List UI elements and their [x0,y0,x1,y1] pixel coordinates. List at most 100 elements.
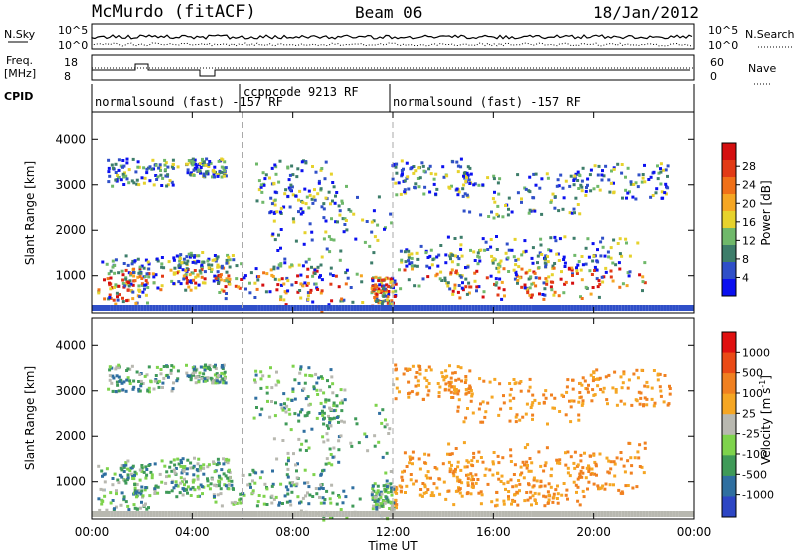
echo-cell [517,265,521,269]
echo-cell [133,259,137,263]
echo-cell [380,421,384,425]
echo-cell [374,275,378,279]
echo-cell [612,238,616,242]
echo-cell [284,303,288,307]
echo-cell [227,487,231,491]
colorbar-tick-label: 20 [742,197,756,210]
echo-cell [390,302,394,306]
echo-cell [193,254,197,257]
echo-cell [492,174,496,178]
echo-cell [222,472,226,476]
echo-cell [154,378,158,381]
echo-cell [372,219,376,223]
echo-cell [386,295,390,299]
echo-cell [131,157,135,161]
echo-cell [260,407,264,411]
echo-cell [661,196,665,200]
echo-cell [223,169,227,172]
ground-scatter-cell [302,305,306,311]
echo-cell [196,477,200,481]
echo-cell [426,256,430,259]
echo-cell [335,502,339,506]
echo-cell [411,364,415,368]
echo-cell [287,178,291,182]
echo-cell [609,275,613,279]
echo-cell [304,439,308,443]
echo-cell [317,487,321,491]
echo-cell [155,257,159,261]
echo-cell [206,465,210,469]
echo-cell [576,485,580,489]
echo-cell [211,258,215,262]
echo-cell [194,286,198,290]
echo-cell [566,378,570,382]
echo-cell [273,203,277,207]
echo-cell [337,439,341,443]
echo-cell [264,290,268,294]
ground-scatter-cell [573,305,577,311]
echo-cell [523,463,526,467]
echo-cell [487,215,491,218]
ground-scatter-cell [284,511,288,517]
echo-cell [188,374,192,378]
echo-cell [408,455,412,459]
echo-cell [136,257,140,261]
ground-scatter-cell [675,305,679,311]
echo-cell [473,279,477,283]
echo-cell [598,188,602,192]
echo-cell [216,493,220,497]
echo-cell [136,275,140,279]
echo-cell [157,385,161,389]
ground-scatter-cell [495,305,499,311]
echo-cell [288,265,292,269]
echo-cell [456,405,460,409]
echo-cell [450,385,454,389]
echo-cell [257,275,261,278]
echo-cell [424,368,428,372]
echo-cell [156,175,160,179]
ground-scatter-cell [218,305,222,311]
ground-scatter-cell [543,305,547,311]
echo-cell [319,388,323,392]
echo-cell [544,495,548,499]
echo-cell [532,172,536,176]
echo-cell [205,170,209,174]
echo-cell [275,370,278,374]
echo-cell [566,497,569,501]
echo-cell [511,499,515,503]
echo-cell [643,446,647,450]
echo-cell [226,476,230,480]
echo-cell [610,169,613,173]
echo-cell [417,185,421,189]
echo-cell [410,252,414,256]
echo-cell [659,389,663,393]
echo-cell [453,237,457,240]
echo-cell [448,384,451,388]
echo-cell [554,488,558,492]
echo-cell [527,483,531,487]
colorbar-tick-label: -25 [742,428,760,441]
echo-cell [564,280,568,284]
echo-cell [578,475,582,479]
echo-cell [268,415,272,419]
echo-cell [415,371,419,374]
echo-cell [110,381,114,385]
ground-scatter-cell [326,511,330,517]
ground-scatter-cell [582,305,586,311]
echo-cell [488,380,492,384]
echo-cell [126,476,130,480]
echo-cell [641,275,645,279]
echo-cell [509,454,513,458]
echo-cell [426,488,430,492]
echo-cell [253,380,257,384]
echo-cell [114,171,118,174]
echo-cell [200,377,204,381]
nave-label: Nave [748,62,776,75]
echo-cell [558,461,562,465]
echo-cell [625,241,628,245]
echo-cell [307,257,311,261]
ground-scatter-cell [284,305,288,311]
echo-cell [179,476,183,480]
echo-cell [417,166,421,170]
echo-cell [510,210,514,214]
